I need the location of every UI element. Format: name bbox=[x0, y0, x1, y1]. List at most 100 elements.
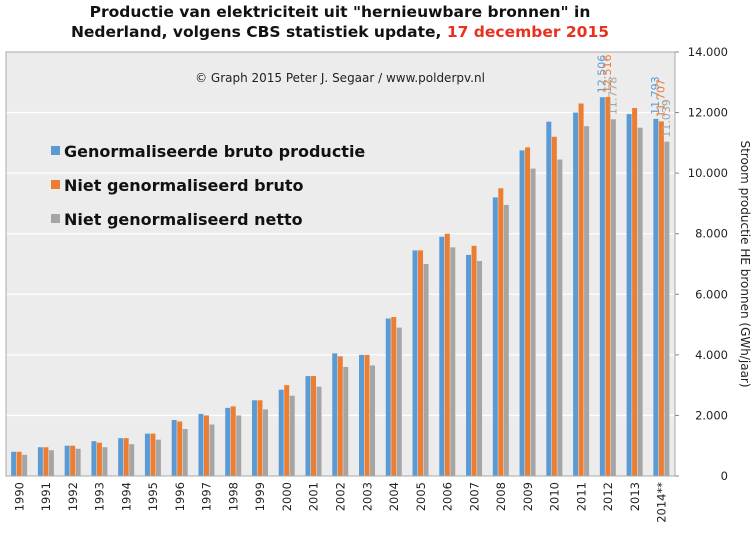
bar bbox=[129, 444, 135, 476]
bar bbox=[305, 376, 311, 476]
bar bbox=[209, 424, 215, 476]
x-tick-label: 2003 bbox=[360, 482, 374, 511]
bar bbox=[364, 354, 370, 476]
y-tick-label: 0 bbox=[721, 469, 728, 483]
bar bbox=[171, 419, 177, 476]
x-tick-label: 2006 bbox=[441, 482, 455, 511]
bar bbox=[498, 188, 504, 477]
bar bbox=[118, 438, 124, 476]
x-tick-label: 1999 bbox=[253, 482, 267, 511]
bar bbox=[262, 409, 268, 476]
bar bbox=[412, 250, 418, 476]
bar bbox=[503, 204, 509, 476]
legend-label: Genormaliseerde bruto productie bbox=[64, 142, 365, 161]
bar bbox=[48, 450, 54, 476]
bar bbox=[632, 108, 638, 477]
bar bbox=[144, 433, 150, 476]
x-tick-label: 2001 bbox=[307, 482, 321, 511]
x-tick-label: 2013 bbox=[628, 482, 642, 511]
bar bbox=[466, 254, 472, 476]
bar bbox=[584, 126, 590, 476]
y-tick-label: 14.000 bbox=[688, 45, 728, 59]
bar bbox=[37, 447, 43, 476]
bar bbox=[423, 264, 429, 476]
chart-title-date: 17 december 2015 bbox=[446, 23, 610, 41]
bar bbox=[64, 445, 70, 476]
bars bbox=[11, 96, 670, 477]
x-tick-label: 2004 bbox=[387, 482, 401, 511]
bar bbox=[551, 136, 557, 477]
y-tick-label: 6.000 bbox=[695, 287, 728, 301]
legend: Genormaliseerde bruto productie Niet geno… bbox=[51, 142, 365, 229]
bar bbox=[519, 150, 525, 476]
bar bbox=[370, 365, 376, 476]
y-tick-label: 10.000 bbox=[688, 166, 728, 180]
chart-title-line1: Productie van elektriciteit uit "hernieu… bbox=[89, 3, 591, 21]
bar bbox=[96, 442, 102, 476]
bar bbox=[289, 395, 295, 476]
bar bbox=[439, 236, 445, 476]
x-tick-label: 1998 bbox=[226, 482, 240, 511]
y-tick-label: 2.000 bbox=[695, 408, 728, 422]
x-tick-label: 2010 bbox=[548, 482, 562, 511]
bar bbox=[230, 406, 236, 476]
bar bbox=[70, 445, 76, 476]
bar bbox=[343, 366, 349, 476]
bar bbox=[155, 439, 161, 476]
bar bbox=[391, 317, 397, 476]
data-label: 11.778 bbox=[607, 77, 620, 116]
bar bbox=[664, 141, 670, 476]
x-tick-label: 2011 bbox=[574, 482, 588, 511]
bar bbox=[198, 413, 204, 476]
bar bbox=[578, 103, 584, 476]
bar bbox=[11, 451, 17, 476]
bar bbox=[225, 407, 231, 476]
data-label: 11.707 bbox=[655, 79, 668, 118]
y-tick-label: 12.000 bbox=[688, 106, 728, 120]
bar bbox=[43, 447, 49, 476]
bar bbox=[337, 356, 343, 476]
bar bbox=[284, 385, 290, 476]
bar bbox=[477, 260, 483, 476]
x-tick-label: 1994 bbox=[119, 482, 133, 511]
data-label: 11.793 bbox=[649, 76, 662, 115]
y-axis-ticks: 0 2.000 4.000 6.000 8.000 10.000 12.000 14.000 bbox=[675, 45, 728, 483]
x-tick-label: 1997 bbox=[200, 482, 214, 511]
plot-border bbox=[5, 51, 676, 477]
legend-label: Niet genormaliseerd bruto bbox=[64, 176, 303, 195]
x-tick-label: 1996 bbox=[173, 482, 187, 511]
bar bbox=[637, 127, 643, 476]
bar bbox=[75, 448, 81, 476]
bar bbox=[332, 353, 338, 476]
legend-swatch bbox=[51, 146, 60, 155]
chart-title-line2: Nederland, volgens CBS statistiek update… bbox=[0, 22, 680, 42]
x-tick-label: 1992 bbox=[66, 482, 80, 511]
bar bbox=[605, 96, 611, 476]
data-label: 12.506 bbox=[596, 55, 609, 94]
bar bbox=[653, 118, 659, 476]
legend-swatch bbox=[51, 214, 60, 223]
x-tick-label: 1990 bbox=[12, 482, 26, 511]
bar bbox=[573, 112, 579, 477]
chart-title-line2-text: Nederland, volgens CBS statistiek update… bbox=[70, 23, 442, 41]
bar bbox=[150, 433, 156, 476]
bar bbox=[177, 421, 183, 476]
chart-title: Productie van elektriciteit uit "hernieu… bbox=[0, 2, 680, 42]
bar bbox=[251, 400, 257, 476]
y-tick-label: 8.000 bbox=[695, 227, 728, 241]
bar bbox=[658, 121, 664, 477]
x-tick-label: 1991 bbox=[39, 482, 53, 511]
data-label: 11.039 bbox=[660, 99, 673, 138]
x-axis-ticks: 1990 1991 1992 1993 1994 1995 1996 1997 1998 1999… bbox=[12, 482, 668, 523]
bar bbox=[610, 119, 616, 476]
bar bbox=[91, 441, 97, 476]
bar bbox=[599, 97, 605, 476]
bar bbox=[396, 327, 402, 476]
x-tick-label: 1995 bbox=[146, 482, 160, 511]
bar bbox=[492, 197, 498, 476]
bar bbox=[444, 233, 450, 476]
x-tick-label: 1993 bbox=[93, 482, 107, 511]
bar bbox=[626, 114, 632, 476]
x-tick-label: 2000 bbox=[280, 482, 294, 511]
